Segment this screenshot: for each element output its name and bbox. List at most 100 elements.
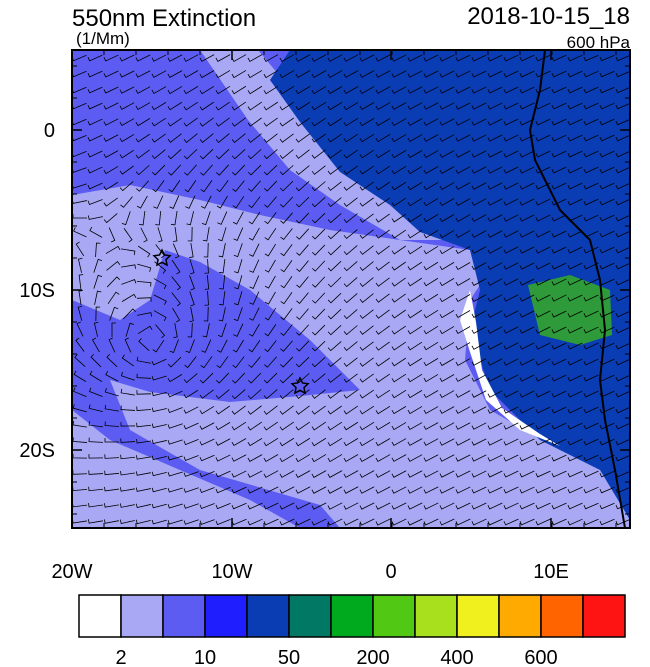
wind-barb: [139, 211, 146, 226]
wind-barb: [535, 502, 551, 510]
wind-barb: [391, 70, 407, 78]
wind-barb: [615, 502, 630, 510]
wind-barb: [279, 454, 295, 463]
wind-barb: [407, 197, 423, 207]
wind-barb: [215, 454, 231, 462]
wind-barb: [327, 308, 342, 320]
wind-barb: [120, 438, 136, 443]
wind-barb: [503, 54, 519, 62]
wind-barb: [503, 214, 519, 222]
wind-barb: [439, 438, 455, 446]
wind-barb: [247, 502, 263, 510]
wind-barb: [551, 470, 567, 478]
wind-barb: [311, 340, 326, 352]
wind-barb: [599, 470, 615, 478]
wind-barb: [184, 179, 197, 193]
colorbar-label: 50: [278, 647, 300, 667]
wind-barb: [503, 310, 519, 318]
wind-barb: [599, 134, 615, 142]
wind-barb: [219, 274, 226, 290]
wind-barb: [280, 324, 293, 337]
wind-barb: [503, 118, 519, 126]
wind-barb: [391, 422, 407, 431]
wind-barb: [391, 406, 407, 415]
wind-barb: [487, 150, 503, 158]
wind-barb: [487, 230, 503, 238]
wind-barb: [279, 85, 295, 95]
wind-barb: [471, 54, 487, 62]
wind-barb: [359, 502, 375, 510]
wind-barb: [153, 278, 167, 290]
wind-barb: [583, 438, 599, 446]
wind-barb: [503, 230, 519, 238]
wind-barb: [359, 149, 375, 159]
wind-barb: [343, 486, 359, 494]
wind-barb: [231, 148, 246, 160]
wind-barb: [567, 166, 583, 174]
wind-barb: [535, 198, 551, 206]
wind-barb: [248, 356, 261, 368]
colorbar-box: [246, 594, 290, 638]
wind-barb: [471, 118, 487, 126]
wind-barb: [471, 358, 487, 366]
wind-barb: [567, 150, 583, 158]
wind-barb: [247, 85, 263, 95]
wind-barb: [167, 54, 183, 62]
wind-barb: [151, 455, 167, 461]
wind-barb: [359, 373, 374, 383]
wind-barb: [88, 387, 103, 397]
wind-barb: [407, 373, 423, 383]
wind-barb: [471, 102, 487, 110]
wind-barb: [439, 86, 455, 94]
wind-barb: [391, 261, 406, 271]
wind-barb: [599, 518, 615, 526]
wind-barb: [503, 182, 519, 190]
wind-barb: [171, 276, 181, 291]
wind-barb: [359, 102, 375, 111]
wind-barb: [359, 165, 375, 175]
wind-barb: [94, 290, 102, 305]
wind-barb: [263, 502, 279, 510]
wind-barb: [375, 86, 391, 94]
wind-barb: [215, 486, 231, 494]
x-tick-label: 10W: [211, 561, 252, 583]
wind-barb: [137, 263, 152, 272]
wind-barb: [423, 134, 439, 142]
wind-barb: [551, 182, 567, 190]
wind-barb: [487, 166, 503, 174]
wind-barb: [199, 70, 215, 79]
wind-barb: [615, 278, 630, 286]
wind-barb: [343, 54, 359, 62]
wind-barb: [78, 274, 84, 289]
wind-barb: [439, 214, 455, 223]
wind-barb: [247, 164, 262, 176]
wind-barb: [311, 389, 326, 399]
wind-barb: [171, 292, 181, 307]
wind-barb: [391, 502, 407, 510]
wind-barb: [135, 86, 151, 94]
wind-barb: [217, 323, 227, 338]
wind-barb: [120, 388, 135, 396]
wind-barb: [264, 340, 277, 353]
light-south: [72, 410, 300, 528]
wind-barb: [183, 455, 199, 461]
wind-barb: [231, 117, 246, 127]
wind-barb: [391, 486, 407, 494]
wind-barb: [519, 246, 535, 254]
wind-barb: [375, 213, 390, 223]
wind-barb: [311, 502, 327, 510]
wind-barb: [216, 195, 228, 209]
wind-barb: [167, 503, 183, 509]
wind-barb: [599, 502, 615, 510]
wind-barb: [439, 134, 455, 142]
wind-barb: [204, 290, 209, 306]
x-tick-label: 10E: [533, 561, 569, 583]
wind-barb: [519, 374, 535, 382]
wind-barb: [471, 262, 487, 270]
wind-barb: [263, 486, 279, 494]
wind-barb: [567, 278, 583, 286]
wind-barb: [455, 182, 471, 190]
wind-barb: [487, 438, 503, 446]
wind-barb: [519, 454, 535, 462]
wind-barb: [391, 197, 407, 207]
